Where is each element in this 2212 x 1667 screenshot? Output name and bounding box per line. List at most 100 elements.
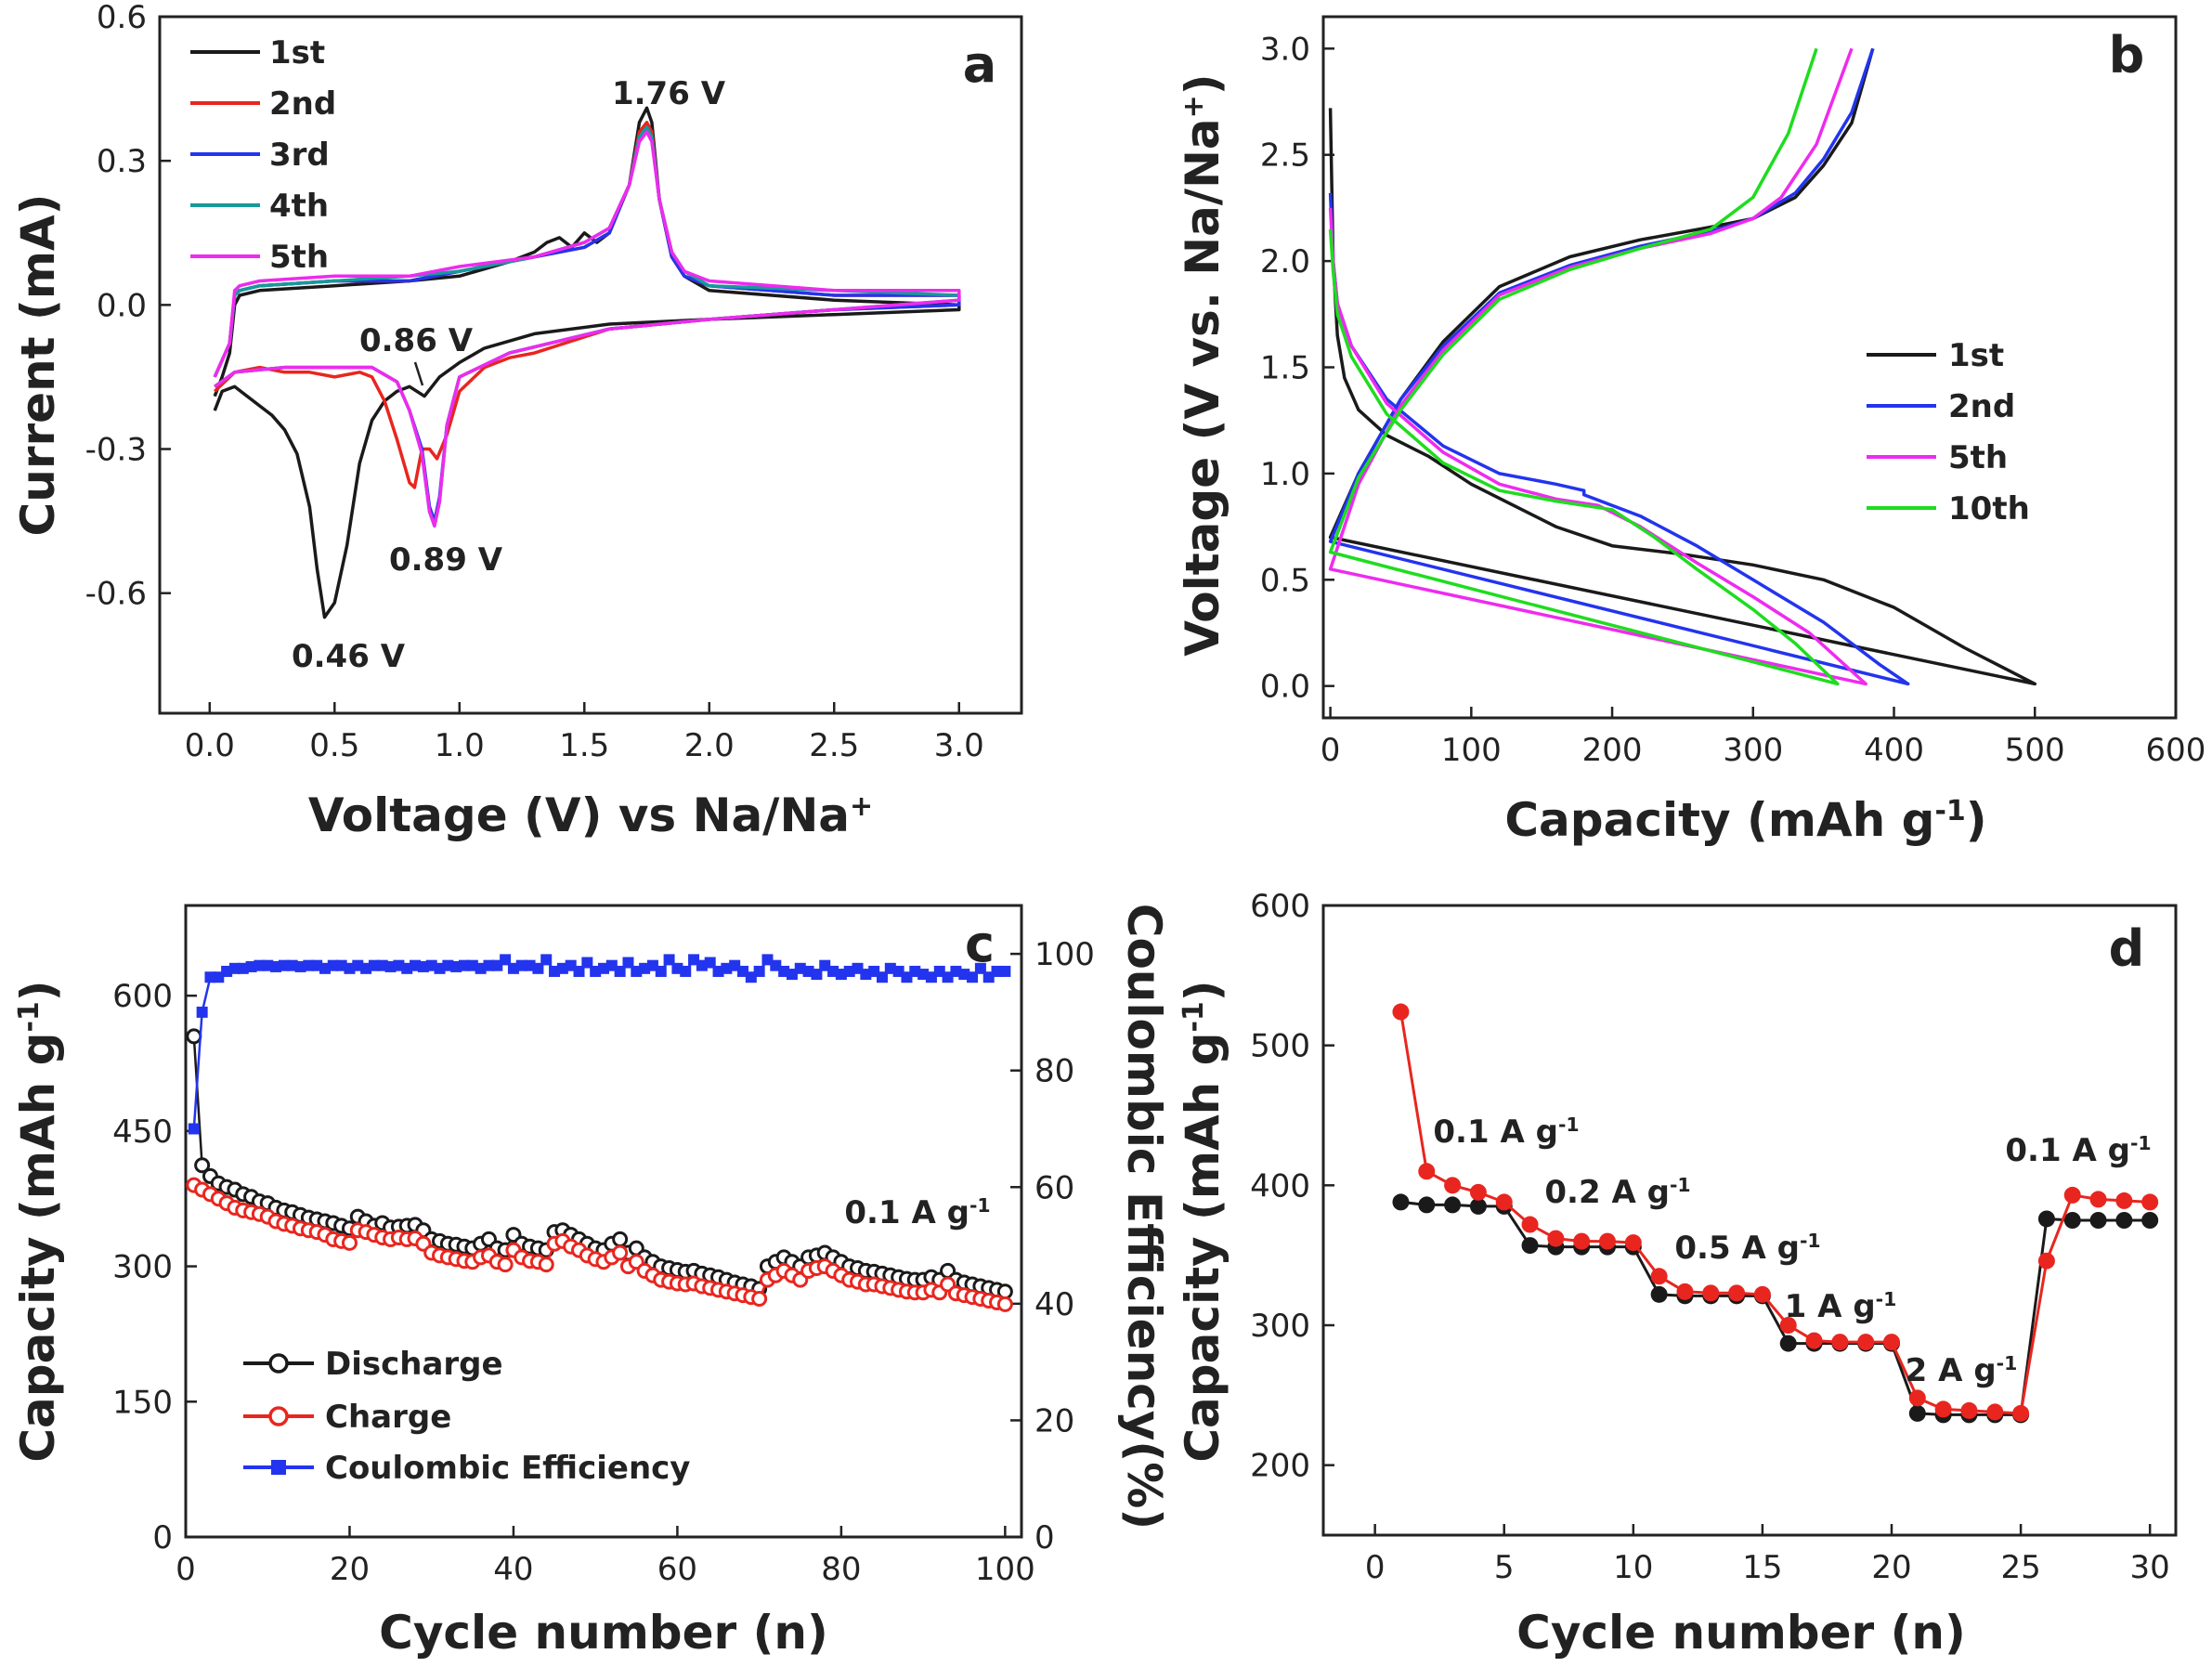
annotation-d-2-main: 0.5 A g (1674, 1230, 1800, 1267)
charge-point-d-13 (1728, 1284, 1746, 1302)
x-tick-label-c-5: 100 (975, 1551, 1035, 1588)
y-tick-label-a-1: -0.3 (85, 432, 147, 469)
x-axis-label-b-tail: ) (1966, 793, 1987, 847)
discharge-point-d-2 (1444, 1196, 1462, 1214)
charge-point-d-16 (1805, 1332, 1823, 1349)
annotation-d-1-main: 0.2 A g (1544, 1174, 1670, 1211)
legend-c-label-1: Charge (325, 1399, 451, 1436)
annotation-a-0: 1.76 V (612, 75, 726, 112)
x-tick-label-b-2: 200 (1582, 732, 1643, 769)
legend-c-marker-0 (268, 1353, 289, 1374)
legend-c-label-0: Discharge (325, 1346, 503, 1383)
ce-point-c-47 (573, 965, 585, 977)
y-axis-label-c: Capacity (mAh g-1) (11, 980, 65, 1462)
x-tick-label-c-4: 80 (821, 1551, 861, 1588)
discharge-point-c-1 (194, 1157, 211, 1174)
legend-a-label-1: 2nd (269, 85, 336, 123)
y2-tick-label-c-0: 0 (1034, 1519, 1055, 1556)
x-tick-label-a-1: 0.5 (309, 727, 359, 764)
annotation-d-3-sup: -1 (1876, 1288, 1897, 1310)
discharge-point-d-28 (2115, 1212, 2133, 1229)
x-tick-label-b-6: 600 (2146, 732, 2206, 769)
x-tick-label-c-2: 40 (493, 1551, 533, 1588)
charge-point-d-10 (1650, 1268, 1668, 1285)
ce-point-c-96 (974, 962, 986, 974)
charge-point-d-11 (1676, 1283, 1694, 1300)
charge-point-d-29 (2141, 1193, 2159, 1211)
y-tick-label-d-2: 400 (1250, 1167, 1310, 1205)
annotation-a-2: 0.89 V (389, 541, 503, 579)
panel-b: 0 100 200 300 400 500 600 0.0 0.5 1.0 1.5 2.0 2.5 3.0… (1176, 15, 2206, 847)
annotation-d-4-sup: -1 (1997, 1352, 2018, 1374)
series-d-line-1 (1399, 1011, 2151, 1415)
plot-frame-b (1321, 15, 2178, 720)
x-tick-label-b-4: 400 (1864, 732, 1924, 769)
discharge-point-d-26 (2063, 1212, 2081, 1229)
annotation-d-3: 1 A g-1 (1785, 1288, 1897, 1325)
x-tick-label-d-5: 25 (2000, 1549, 2040, 1586)
x-axis-label-c: Cycle number (n) (379, 1606, 828, 1660)
x-tick-label-a-2: 1.0 (435, 727, 485, 764)
charge-point-d-27 (2089, 1191, 2107, 1208)
charge-point-d-6 (1547, 1230, 1565, 1247)
series-a-1st (213, 106, 961, 619)
y-tick-label-c-2: 300 (112, 1249, 173, 1286)
ce-point-c-48 (581, 957, 593, 969)
charge-point-d-12 (1702, 1284, 1720, 1302)
x-tick-label-b-0: 0 (1321, 732, 1341, 769)
charge-point-c-43 (538, 1257, 554, 1273)
annotation-d-5-main: 0.1 A g (2005, 1132, 2130, 1169)
series-b-10th (1328, 47, 1840, 686)
charge-point-d-23 (1986, 1403, 2004, 1421)
panel-a: 0.0 0.5 1.0 1.5 2.0 2.5 3.0 -0.6 -0.3 0.0 0.3 0.6 1s… (11, 0, 1023, 842)
ce-point-c-42 (532, 962, 544, 974)
charge-point-c-69 (751, 1291, 768, 1308)
charge-point-d-28 (2115, 1192, 2133, 1209)
y2-axis-label-c: Coulombic Efficiency(%) (1117, 904, 1171, 1530)
annotation-d-0-main: 0.1 A g (1433, 1114, 1558, 1151)
y-axis-label-c-sup: -1 (13, 1001, 46, 1032)
legend-a-label-4: 5th (269, 239, 329, 276)
y-tick-label-b-4: 2.0 (1260, 243, 1310, 280)
discharge-point-d-1 (1418, 1196, 1436, 1214)
x-axis-label-b: Capacity (mAh g-1) (1504, 793, 1986, 847)
y-tick-label-b-3: 1.5 (1260, 350, 1310, 387)
x-axis-label-b-sup: -1 (1934, 795, 1965, 827)
discharge-point-d-0 (1392, 1193, 1410, 1211)
charge-point-d-15 (1779, 1317, 1797, 1334)
ce-point-c-63 (704, 957, 716, 969)
legend-c-label-2: Coulombic Efficiency (325, 1450, 690, 1487)
legend-c-marker-2 (271, 1460, 286, 1475)
x-tick-label-d-1: 5 (1494, 1549, 1515, 1586)
annotation-d-4: 2 A g-1 (1906, 1352, 2018, 1389)
discharge-point-d-27 (2089, 1212, 2107, 1229)
legend-a-label-3: 4th (269, 188, 329, 225)
y-tick-label-d-1: 300 (1250, 1308, 1310, 1345)
charge-point-d-26 (2063, 1186, 2081, 1204)
ce-point-c-34 (466, 959, 478, 971)
y-tick-label-a-4: 0.6 (97, 0, 147, 36)
y-tick-label-b-2: 1.0 (1260, 456, 1310, 493)
x-tick-label-a-5: 2.5 (809, 727, 859, 764)
charge-point-d-1 (1418, 1163, 1436, 1180)
x-tick-label-b-5: 500 (2005, 732, 2065, 769)
ce-point-c-0 (188, 1123, 200, 1135)
ce-point-c-43 (540, 954, 553, 966)
x-tick-label-c-3: 60 (657, 1551, 697, 1588)
annotation-d-0: 0.1 A g-1 (1433, 1114, 1579, 1151)
annotation-c-main: 0.1 A g (844, 1194, 969, 1231)
annotation-d-5: 0.1 A g-1 (2005, 1132, 2151, 1169)
x-tick-label-a-6: 3.0 (934, 727, 984, 764)
x-axis-label-a: Voltage (V) vs Na/Na+ (308, 788, 873, 842)
discharge-point-d-3 (1469, 1197, 1487, 1215)
series-b-5th (1328, 47, 1867, 686)
y-axis-label-d-main: Capacity (mAh g (1176, 1033, 1230, 1463)
x-tick-label-b-1: 100 (1441, 732, 1502, 769)
charge-point-c-99 (996, 1296, 1013, 1312)
x-tick-label-d-6: 30 (2130, 1549, 2170, 1586)
x-tick-label-c-0: 0 (176, 1551, 196, 1588)
y-tick-label-c-0: 0 (152, 1519, 173, 1556)
charge-point-d-21 (1934, 1400, 1952, 1418)
ce-point-c-69 (753, 965, 765, 977)
